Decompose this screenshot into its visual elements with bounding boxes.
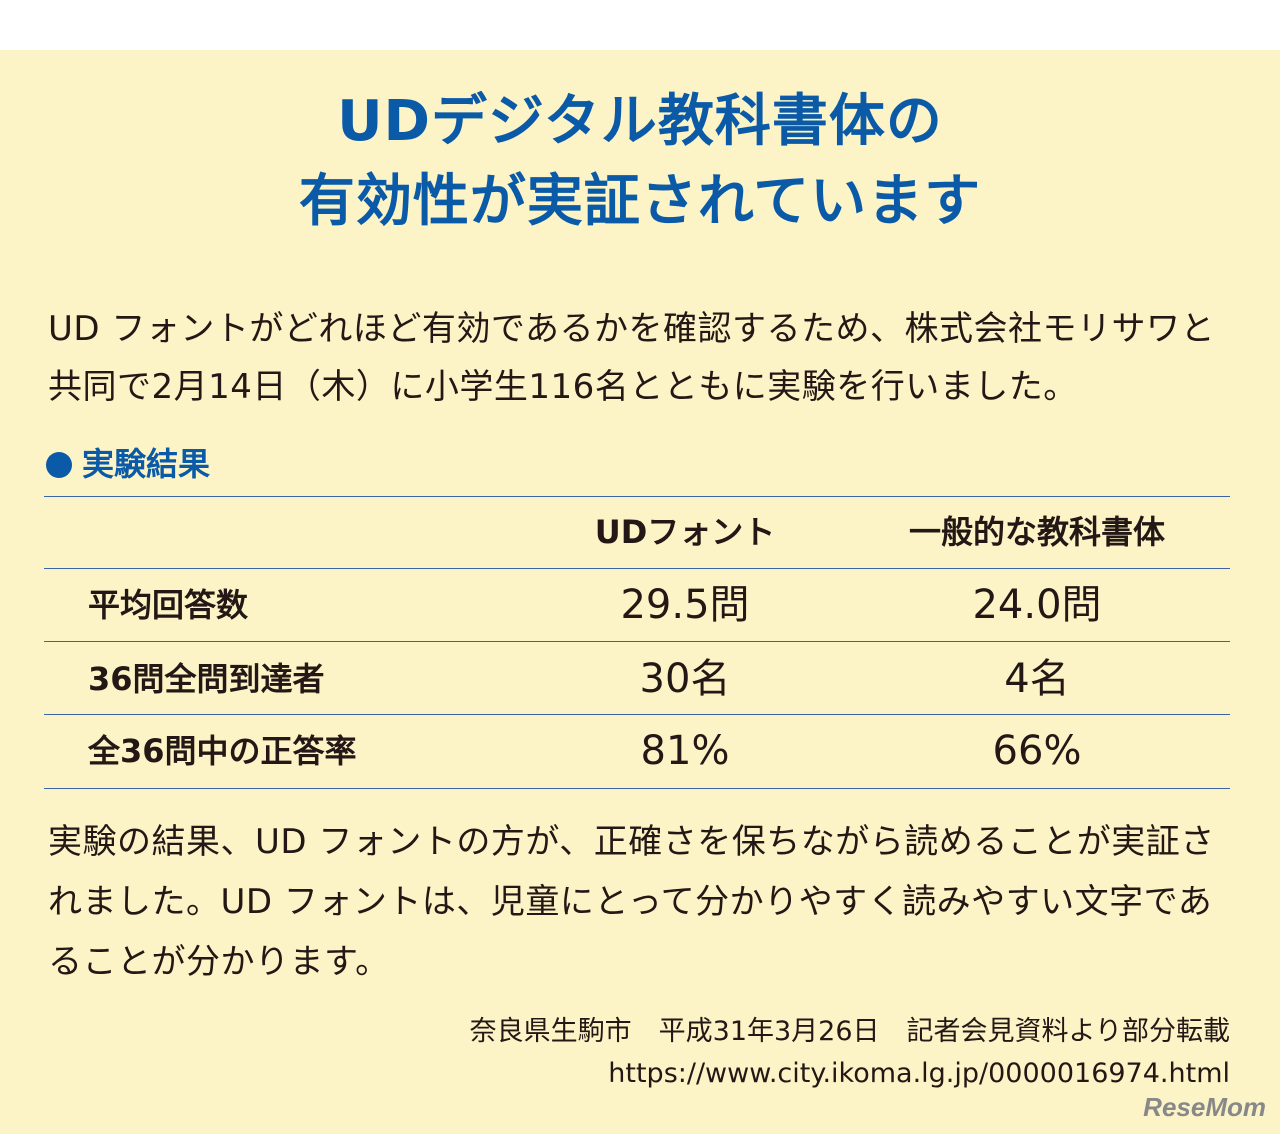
source-citation: 奈良県生駒市 平成31年3月26日 記者会見資料より部分転載	[469, 1016, 1230, 1047]
value-general-accuracy: 66%	[992, 728, 1082, 774]
bullet-dot-icon	[46, 452, 72, 478]
row-label-completers: 36問全問到達者	[88, 660, 325, 698]
source-url-link[interactable]: https://www.city.ikoma.lg.jp/0000016974.…	[608, 1058, 1230, 1089]
column-header-ud-font: UDフォント	[594, 513, 776, 551]
value-ud-completers: 30名	[639, 656, 731, 702]
value-ud-accuracy: 81%	[640, 728, 730, 774]
conclusion-paragraph: 実験の結果、UD フォントの方が、正確さを保ちながら読めることが実証されました。…	[48, 822, 1215, 982]
results-heading-label: 実験結果	[82, 445, 211, 483]
value-ud-average-answers: 29.5問	[620, 582, 750, 628]
resemom-watermark-logo: ReseMom	[1143, 1092, 1266, 1122]
table-rule	[44, 641, 1230, 642]
page-title-line1: UDデジタル教科書体の	[337, 89, 943, 154]
value-general-completers: 4名	[1004, 656, 1070, 702]
content-panel	[0, 50, 1280, 1134]
table-rule	[44, 568, 1230, 569]
table-rule-top	[44, 496, 1230, 497]
intro-paragraph: UD フォントがどれほど有効であるかを確認するため、株式会社モリサワと共同で2月…	[48, 309, 1216, 407]
row-label-average-answers: 平均回答数	[88, 586, 249, 624]
table-rule	[44, 714, 1230, 715]
page-title-line2: 有効性が実証されています	[298, 169, 982, 234]
results-heading: 実験結果	[46, 440, 210, 488]
table-rule-bottom	[44, 788, 1230, 789]
value-general-average-answers: 24.0問	[972, 582, 1102, 628]
row-label-accuracy: 全36問中の正答率	[88, 732, 357, 770]
column-header-general-font: 一般的な教科書体	[908, 513, 1166, 551]
